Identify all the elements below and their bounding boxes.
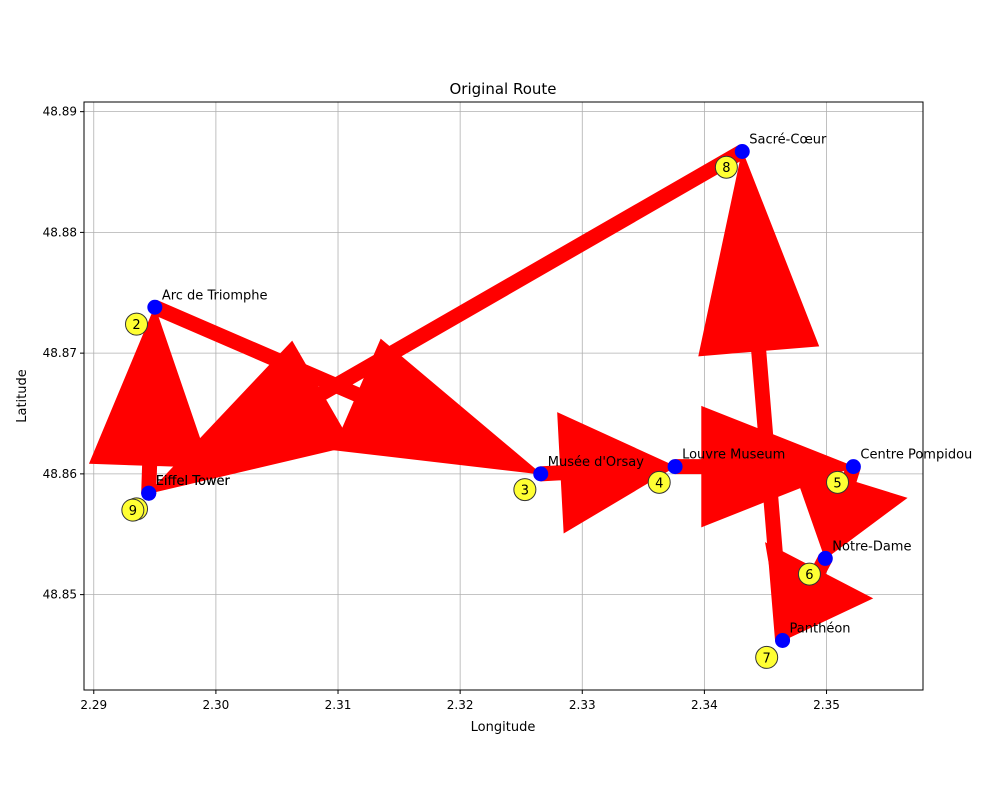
order-badge-label: 2 xyxy=(132,318,140,333)
location-label: Arc de Triomphe xyxy=(162,288,268,303)
location-marker xyxy=(141,485,157,501)
y-tick-label: 48.86 xyxy=(43,467,77,481)
order-badge xyxy=(755,645,779,669)
location-label: Louvre Museum xyxy=(682,448,785,463)
x-tick-label: 2.32 xyxy=(447,698,474,712)
location-label: Musée d'Orsay xyxy=(548,455,644,470)
x-axis-ticks: 2.29 2.30 2.31 2.32 2.33 2.34 2.35 xyxy=(80,690,840,712)
location-marker xyxy=(775,632,791,648)
plot-area: Eiffel Tower Arc de Triomphe Musée d'Orsay… xyxy=(83,101,972,691)
location-marker xyxy=(845,459,861,475)
order-badge-label: 8 xyxy=(722,161,730,176)
y-tick-label: 48.89 xyxy=(43,105,77,119)
order-badge-label: 7 xyxy=(763,651,771,666)
x-axis-label: Longitude xyxy=(471,720,536,735)
y-tick-label: 48.87 xyxy=(43,346,77,360)
location-marker xyxy=(667,459,683,475)
x-tick-label: 2.35 xyxy=(813,698,840,712)
route-arrow xyxy=(698,149,820,642)
location-label: Eiffel Tower xyxy=(156,474,231,489)
order-badges: 123456789 xyxy=(121,155,850,669)
location-label: Eiffel Tower xyxy=(156,474,231,489)
chart-title: Original Route xyxy=(449,80,556,98)
location-marker xyxy=(147,299,163,315)
y-axis-label: Latitude xyxy=(15,369,30,423)
y-axis-ticks: 48.85 48.86 48.87 48.88 48.89 xyxy=(43,105,84,602)
x-tick-label: 2.30 xyxy=(203,698,230,712)
location-marker xyxy=(817,550,833,566)
route-arrow xyxy=(147,144,747,495)
location-label: Panthéon xyxy=(790,621,851,636)
order-badge xyxy=(121,498,145,522)
plot-frame xyxy=(83,101,924,691)
location-label: Centre Pompidou xyxy=(860,448,972,463)
location-label: Notre-Dame xyxy=(832,539,911,554)
order-badge-label: 6 xyxy=(805,568,813,583)
y-tick-label: 48.88 xyxy=(43,225,77,239)
location-markers: Eiffel Tower Arc de Triomphe Musée d'Orsay… xyxy=(141,133,972,648)
order-badge xyxy=(797,562,821,586)
order-badge xyxy=(714,155,738,179)
x-tick-label: 2.31 xyxy=(325,698,352,712)
route-arrows xyxy=(88,144,908,642)
order-badge xyxy=(125,312,149,336)
x-tick-label: 2.29 xyxy=(80,698,107,712)
y-tick-label: 48.85 xyxy=(43,588,77,602)
order-badge-label: 9 xyxy=(129,504,137,519)
route-arrow xyxy=(88,305,211,494)
location-label: Sacré-Cœur xyxy=(749,133,827,148)
order-badge-label: 5 xyxy=(833,476,841,491)
location-marker xyxy=(533,466,549,482)
order-badge-label: 3 xyxy=(521,484,529,499)
order-badge xyxy=(826,470,850,494)
route-arrow xyxy=(539,412,677,534)
location-marker xyxy=(734,144,750,160)
order-badge xyxy=(513,478,537,502)
x-tick-label: 2.33 xyxy=(569,698,596,712)
order-badge xyxy=(647,470,671,494)
x-tick-label: 2.34 xyxy=(691,698,718,712)
order-badge-label: 4 xyxy=(655,476,663,491)
